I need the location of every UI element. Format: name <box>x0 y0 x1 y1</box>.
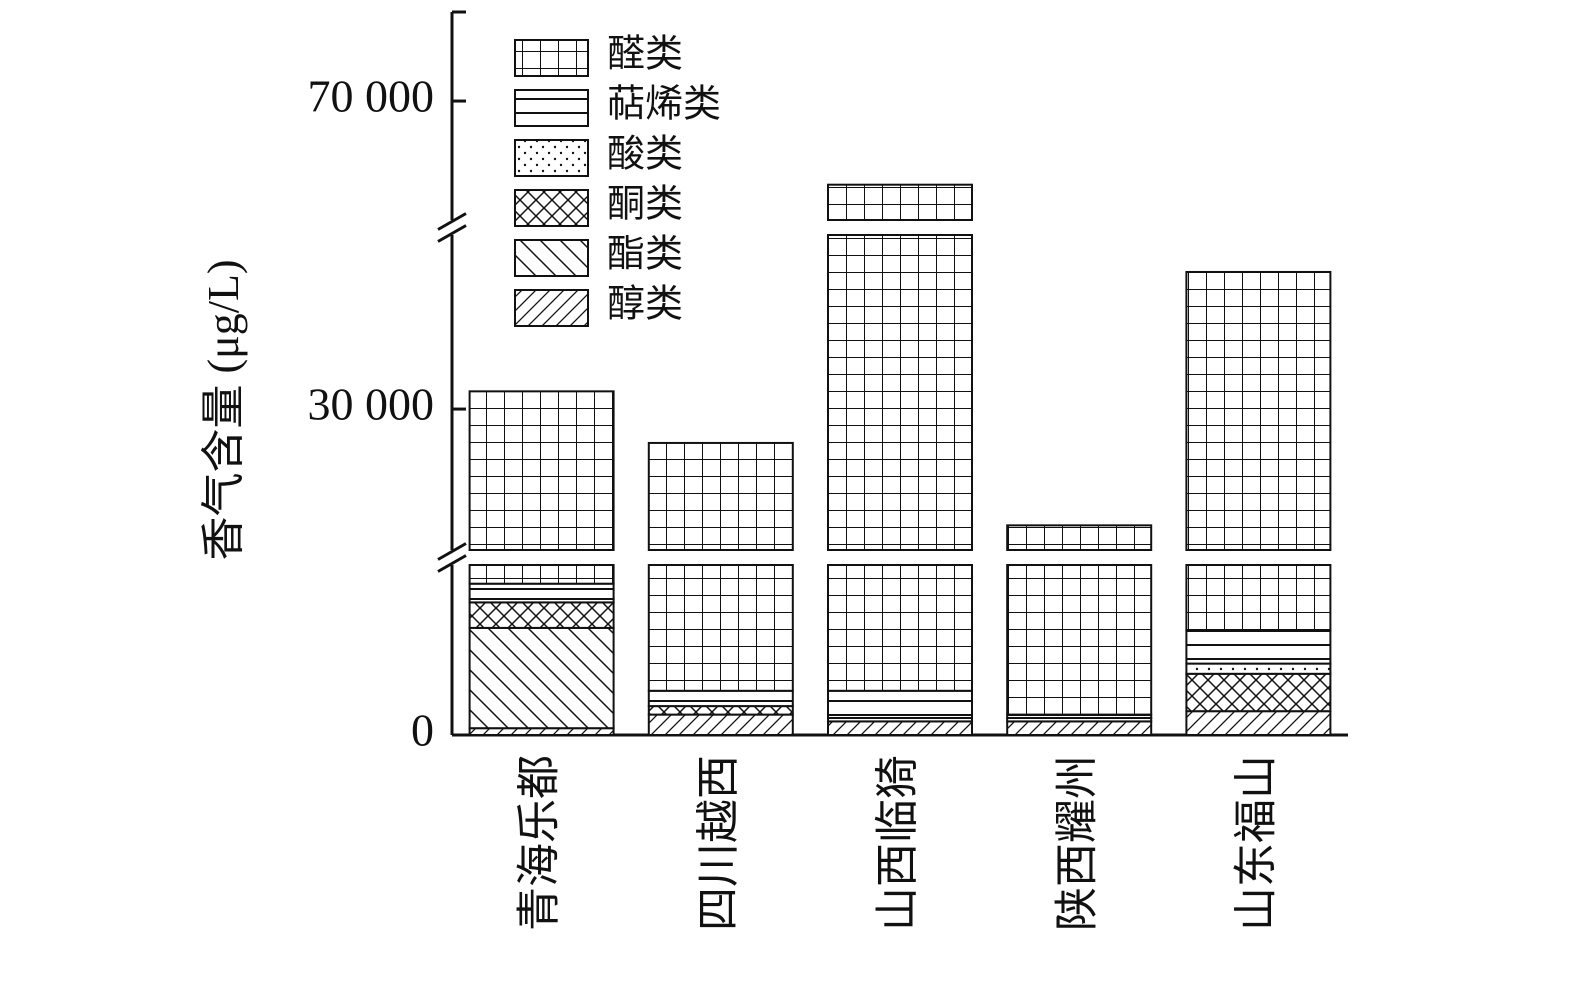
bar-segment <box>1006 524 1153 552</box>
x-tick-label: 青海乐都 <box>515 755 564 931</box>
y-tick-label: 30 000 <box>308 379 435 430</box>
bar-segment <box>827 234 973 551</box>
legend-swatch <box>514 289 589 327</box>
bar-segment <box>1185 270 1332 551</box>
bar-segment <box>1185 629 1332 665</box>
axis-break <box>437 212 467 231</box>
x-tick-label: 陕西耀州 <box>1052 755 1101 931</box>
y-axis-label: 香气含量 (μg/L) <box>199 260 248 561</box>
bar-segment <box>647 564 794 692</box>
legend-swatch <box>514 39 589 77</box>
legend-swatch <box>514 139 589 177</box>
bar-segment <box>468 582 615 601</box>
y-tick-label: 70 000 <box>308 71 435 122</box>
bar-segment <box>1185 662 1332 675</box>
legend-label: 酮类 <box>607 184 683 226</box>
bar-segment <box>827 183 973 221</box>
x-tick-label: 四川越西 <box>694 755 743 931</box>
legend-label: 醛类 <box>607 34 683 76</box>
x-tick-label: 山西临猗 <box>873 755 922 931</box>
axis-break <box>437 224 467 243</box>
bar-segment <box>468 626 615 730</box>
legend-swatch <box>514 239 589 277</box>
bar-segment <box>1185 672 1332 713</box>
bar-segment <box>647 713 794 736</box>
bar-segment <box>468 390 615 552</box>
bar-segment <box>1185 710 1332 737</box>
bar-segment <box>827 564 973 692</box>
bar-segment <box>1185 564 1332 632</box>
axis-break <box>437 554 467 573</box>
bar-segment <box>827 720 973 737</box>
bar-segment <box>827 689 973 719</box>
legend-swatch <box>514 189 589 227</box>
bar-segment <box>647 705 794 716</box>
x-tick-label: 山东福山 <box>1231 755 1280 931</box>
bar-segment <box>468 727 615 737</box>
legend-label: 萜烯类 <box>607 84 721 126</box>
y-tick-label: 0 <box>411 705 434 756</box>
bar-segment <box>647 689 794 708</box>
bar-segment <box>647 441 794 551</box>
legend-label: 酸类 <box>607 134 683 176</box>
axis-break <box>437 542 467 561</box>
bar-segment <box>1006 564 1153 716</box>
legend-label: 醇类 <box>607 284 683 326</box>
bar-segment <box>468 601 615 629</box>
bar-segment <box>1006 720 1153 737</box>
legend-label: 酯类 <box>607 234 683 276</box>
legend-swatch <box>514 89 589 127</box>
bar-segment <box>468 564 615 585</box>
